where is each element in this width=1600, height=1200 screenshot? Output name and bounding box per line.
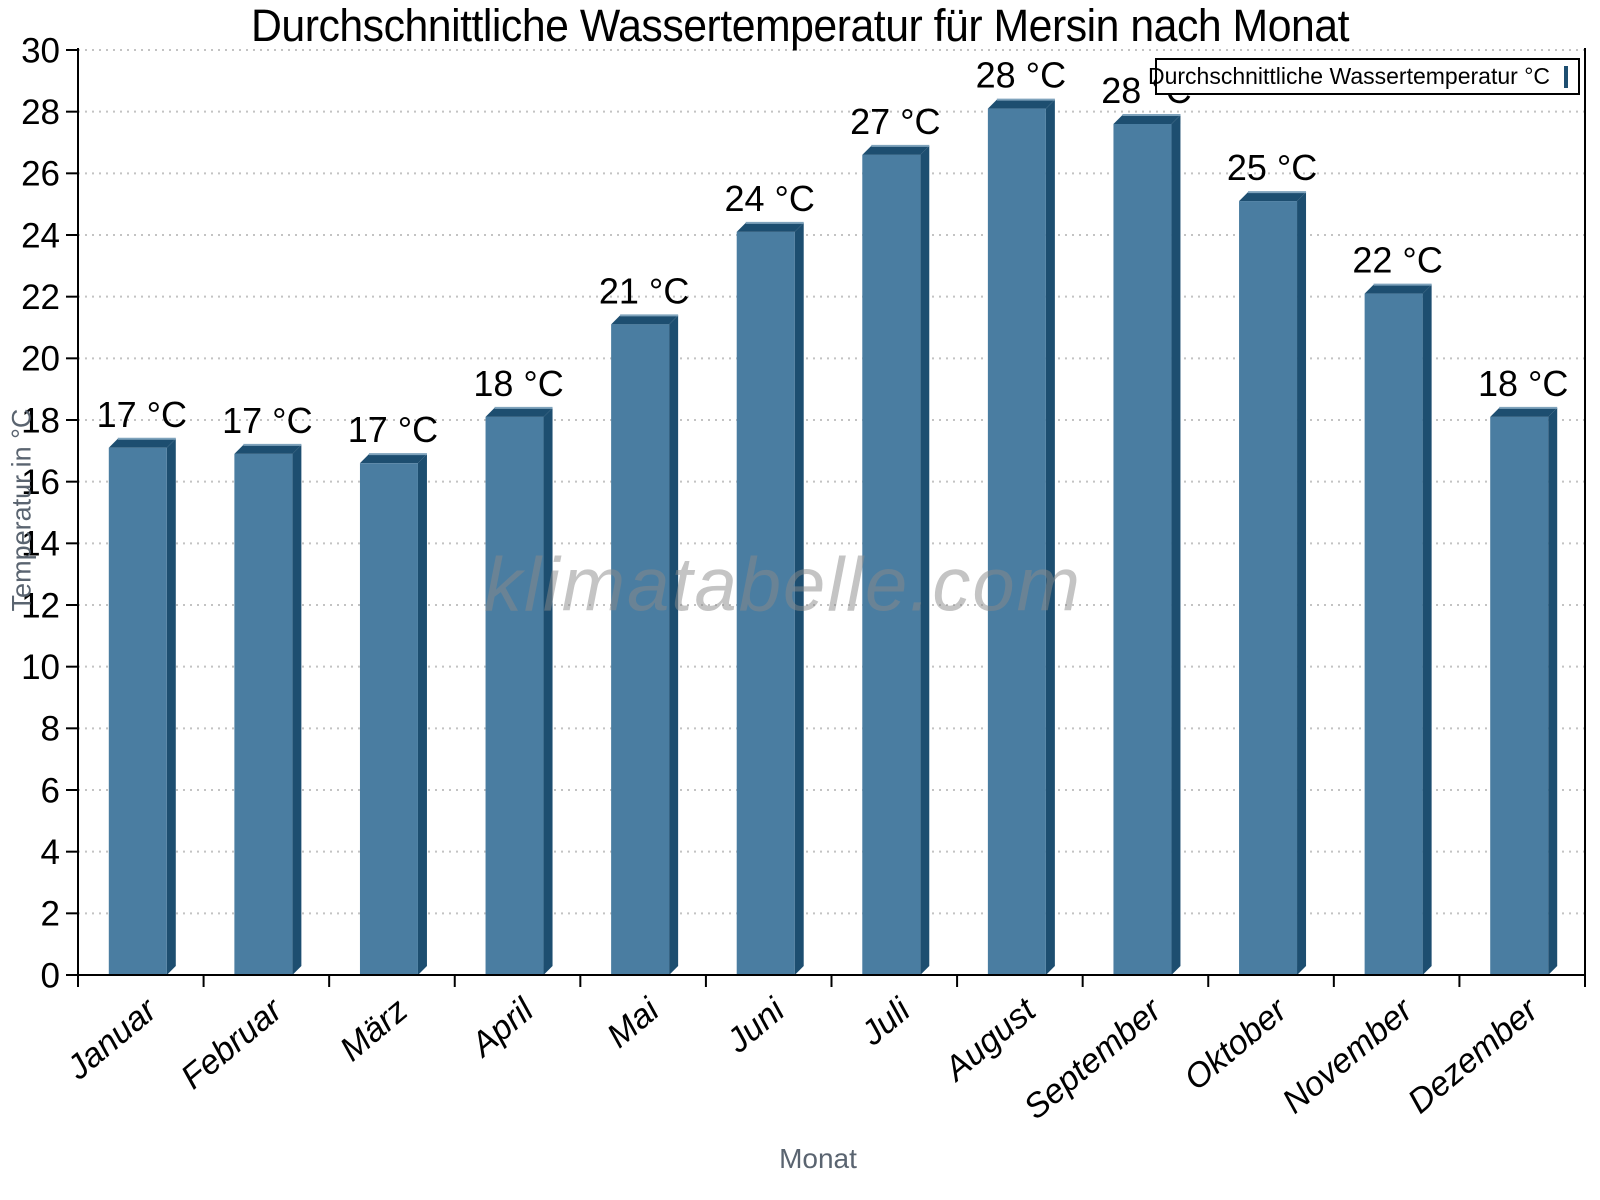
chart-title: Durchschnittliche Wassertemperatur für M… — [251, 0, 1349, 51]
bar-januar: 17 °C — [97, 394, 187, 975]
y-tick-label: 28 — [21, 93, 60, 132]
bar-value-label: 24 °C — [724, 178, 814, 219]
bar-top-face — [862, 145, 930, 155]
bar-top-face — [485, 407, 553, 417]
bar-top-face — [234, 444, 302, 454]
bar-front-face — [611, 324, 670, 976]
x-tick-label-dezember: Dezember — [1401, 990, 1547, 1121]
x-tick-label-juni: Juni — [719, 990, 793, 1061]
x-tick-label-oktober: Oktober — [1177, 990, 1295, 1098]
bar-april: 18 °C — [473, 363, 564, 976]
y-tick-label: 12 — [21, 586, 60, 625]
y-tick-label: 14 — [21, 525, 60, 564]
legend: Durchschnittliche Wassertemperatur °C — [1148, 58, 1580, 95]
bar-value-label: 25 °C — [1227, 147, 1317, 188]
y-tick-label: 0 — [41, 956, 60, 995]
bar-side-face — [669, 315, 679, 976]
bar-top-face — [611, 315, 679, 325]
bar-front-face — [108, 447, 167, 975]
bar-value-label: 17 °C — [348, 409, 438, 450]
y-axis-title: Temperatur in °C — [6, 408, 37, 612]
y-tick-label: 26 — [21, 155, 60, 194]
bar-front-face — [359, 463, 418, 975]
y-tick-label: 20 — [21, 340, 60, 379]
bar-value-label: 17 °C — [97, 394, 187, 435]
bar-front-face — [736, 231, 795, 975]
bar-top-face — [359, 454, 427, 464]
bar-value-label: 27 °C — [850, 101, 940, 142]
bar-side-face — [543, 407, 553, 976]
bar-side-face — [417, 454, 427, 976]
bar-value-label: 22 °C — [1352, 240, 1442, 281]
bar-november: 22 °C — [1352, 240, 1443, 975]
y-tick-label: 30 — [21, 31, 60, 70]
x-tick-label-februar: Februar — [174, 990, 291, 1097]
bar-value-label: 28 °C — [976, 55, 1066, 96]
bar-august: 28 °C — [976, 55, 1066, 976]
bar-februar: 17 °C — [222, 400, 313, 976]
bar-juli: 27 °C — [850, 101, 941, 976]
bar-side-face — [794, 222, 804, 975]
x-tick-label-november: November — [1275, 990, 1421, 1121]
x-tick-label-mai: Mai — [600, 990, 668, 1055]
y-tick-label: 24 — [21, 216, 60, 255]
bar-side-face — [1297, 192, 1307, 976]
x-tick-label-september: September — [1017, 990, 1170, 1127]
bar-value-label: 21 °C — [599, 270, 689, 311]
bar-front-face — [1113, 124, 1172, 975]
bar-side-face — [920, 145, 930, 976]
bar-front-face — [1364, 293, 1423, 975]
y-tick-label: 4 — [41, 833, 60, 872]
bar-side-face — [1171, 115, 1181, 975]
bar-side-face — [1422, 284, 1432, 975]
bar-dezember: 18 °C — [1478, 363, 1568, 976]
legend-swatch-icon — [1564, 65, 1568, 88]
y-tick-label: 18 — [21, 401, 60, 440]
bar-side-face — [166, 438, 176, 975]
x-tick-label-august: August — [936, 990, 1044, 1089]
x-tick-label-januar: Januar — [59, 990, 165, 1088]
y-tick-label: 2 — [41, 895, 60, 934]
bar-front-face — [987, 108, 1046, 976]
bar-märz: 17 °C — [348, 409, 438, 976]
bar-top-face — [1113, 115, 1181, 124]
bar-front-face — [1490, 416, 1549, 976]
legend-label: Durchschnittliche Wassertemperatur °C — [1147, 63, 1550, 89]
y-tick-label: 16 — [21, 463, 60, 502]
x-tick-label-april: April — [463, 990, 542, 1065]
bar-side-face — [292, 444, 302, 976]
bar-oktober: 25 °C — [1227, 147, 1317, 976]
bar-front-face — [485, 416, 544, 976]
y-tick-label: 10 — [21, 648, 60, 687]
bar-top-face — [108, 438, 176, 448]
y-tick-label: 6 — [41, 771, 60, 810]
bar-front-face — [234, 453, 293, 976]
bar-juni: 24 °C — [724, 178, 815, 975]
bar-top-face — [1239, 192, 1307, 202]
x-tick-label-juli: Juli — [853, 990, 918, 1053]
bar-september: 28 °C — [1101, 70, 1192, 975]
watermark: klimatabelle.com — [484, 542, 1082, 628]
bar-value-label: 18 °C — [1478, 363, 1568, 404]
bar-value-label: 17 °C — [222, 400, 312, 441]
bar-top-face — [1364, 284, 1432, 294]
bar-side-face — [1548, 407, 1558, 976]
x-tick-label-märz: März — [333, 991, 415, 1069]
bar-front-face — [1239, 201, 1298, 976]
bar-side-face — [1045, 99, 1055, 976]
bar-top-face — [736, 222, 804, 232]
bar-mai: 21 °C — [599, 270, 689, 976]
bar-value-label: 18 °C — [473, 363, 563, 404]
x-axis-title: Monat — [779, 1143, 857, 1174]
bar-top-face — [1490, 407, 1558, 417]
y-tick-label: 8 — [41, 710, 60, 749]
bar-front-face — [862, 154, 921, 976]
bar-top-face — [987, 99, 1055, 109]
y-tick-label: 22 — [21, 278, 60, 317]
